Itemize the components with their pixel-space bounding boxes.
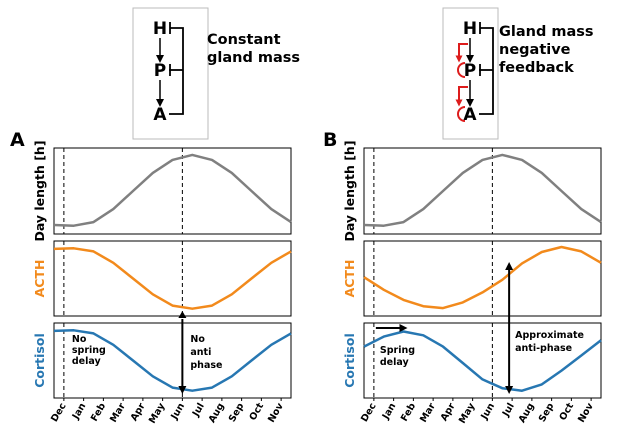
x-tick-label: Feb bbox=[89, 401, 108, 423]
pituitary-node: P bbox=[464, 61, 476, 81]
schematic-title: feedback bbox=[499, 60, 574, 76]
cortisol-series-line bbox=[53, 329, 292, 392]
annotation-text: No bbox=[72, 334, 87, 345]
x-tick-label: Dec bbox=[49, 401, 69, 424]
feedback-arrow-red bbox=[455, 43, 468, 63]
day-length-ylabel: Day length [h] bbox=[32, 140, 47, 241]
annotation-text: delay bbox=[380, 357, 410, 368]
panel-label: B bbox=[323, 129, 337, 151]
x-tick-label: Jul bbox=[190, 401, 207, 419]
panel-label: A bbox=[10, 129, 25, 151]
axes-frame bbox=[363, 147, 602, 235]
x-tick-label: Nov bbox=[576, 401, 596, 425]
x-tick-label: Oct bbox=[247, 401, 266, 423]
x-tick-label: Feb bbox=[399, 401, 418, 423]
x-tick-label: Oct bbox=[557, 401, 576, 423]
x-tick-label: Jan bbox=[70, 401, 88, 422]
phase-arrow-label: No bbox=[190, 334, 205, 345]
x-tick-label: Dec bbox=[359, 401, 379, 424]
axes-frame bbox=[363, 240, 602, 317]
phase-arrowhead bbox=[178, 311, 187, 318]
day-length-series-line bbox=[363, 153, 602, 227]
gland-mass-loop bbox=[457, 62, 466, 78]
feedback-line bbox=[169, 27, 184, 115]
x-tick-label: Jul bbox=[500, 401, 517, 419]
acth-ylabel: ACTH bbox=[342, 260, 357, 298]
phase-arrow-label: anti-phase bbox=[515, 343, 572, 354]
acth-subplot: ACTH bbox=[32, 240, 292, 317]
axes-frame bbox=[53, 322, 292, 399]
schematics: H P A Constant gland mass H P A Gland mass negati… bbox=[132, 7, 594, 140]
annotation-text: delay bbox=[72, 356, 102, 367]
x-tick-label: Jun bbox=[479, 401, 498, 422]
hypothalamus-node: H bbox=[153, 19, 167, 39]
phase-arrow-label: phase bbox=[190, 360, 222, 371]
schematic-box bbox=[442, 7, 499, 140]
acth-series-line bbox=[53, 247, 292, 310]
schematic-title: negative bbox=[499, 42, 571, 58]
day-length-ylabel: Day length [h] bbox=[342, 140, 357, 241]
feedback-line bbox=[479, 27, 494, 115]
annotation-text: Spring bbox=[380, 345, 415, 356]
phase-arrow-label: Approximate bbox=[515, 330, 584, 341]
phase-arrowhead bbox=[505, 386, 514, 394]
x-tick-label: Apr bbox=[129, 401, 148, 423]
x-tick-label: Aug bbox=[517, 401, 537, 425]
axes-frame bbox=[363, 322, 602, 399]
hypothalamus-node: H bbox=[463, 19, 477, 39]
pituitary-node: P bbox=[154, 61, 166, 81]
x-tick-label: May bbox=[147, 401, 168, 426]
x-tick-label: Apr bbox=[439, 401, 458, 423]
x-tick-label: Jun bbox=[169, 401, 188, 422]
acth-ylabel: ACTH bbox=[32, 260, 47, 298]
acth-subplot: ACTH bbox=[342, 240, 602, 317]
x-tick-label: Sep bbox=[227, 401, 247, 424]
schematic-title: Gland mass bbox=[499, 24, 594, 40]
x-tick-label: Mar bbox=[108, 401, 128, 425]
axes-frame bbox=[53, 147, 292, 235]
x-tick-label: Nov bbox=[266, 401, 286, 425]
gland-mass-loop bbox=[457, 106, 466, 122]
schematic-title: Constant bbox=[207, 32, 281, 48]
phase-arrow-label: anti bbox=[190, 347, 211, 358]
x-tick-label: May bbox=[457, 401, 478, 426]
cortisol-ylabel: Cortisol bbox=[342, 333, 357, 388]
annotation-text: spring bbox=[72, 345, 106, 356]
day-length-subplot: Day length [h] bbox=[342, 140, 602, 242]
axes-frame bbox=[53, 240, 292, 317]
x-tick-label: Aug bbox=[207, 401, 227, 425]
feedback-arrow-red bbox=[455, 86, 468, 107]
schematic-a: H P A Constant gland mass bbox=[132, 7, 300, 140]
schematic-title: gland mass bbox=[207, 50, 300, 66]
day-length-subplot: Day length [h] bbox=[32, 140, 292, 242]
acth-series-line bbox=[363, 245, 602, 310]
day-length-series-line bbox=[53, 153, 292, 227]
schematic-b: H P A Gland mass negative feedback bbox=[442, 7, 594, 140]
adrenal-node: A bbox=[153, 105, 167, 125]
x-tick-label: Jan bbox=[380, 401, 398, 422]
x-tick-label: Mar bbox=[418, 401, 438, 425]
x-tick-label: Sep bbox=[537, 401, 557, 424]
cortisol-ylabel: Cortisol bbox=[32, 333, 47, 388]
adrenal-node: A bbox=[463, 105, 477, 125]
